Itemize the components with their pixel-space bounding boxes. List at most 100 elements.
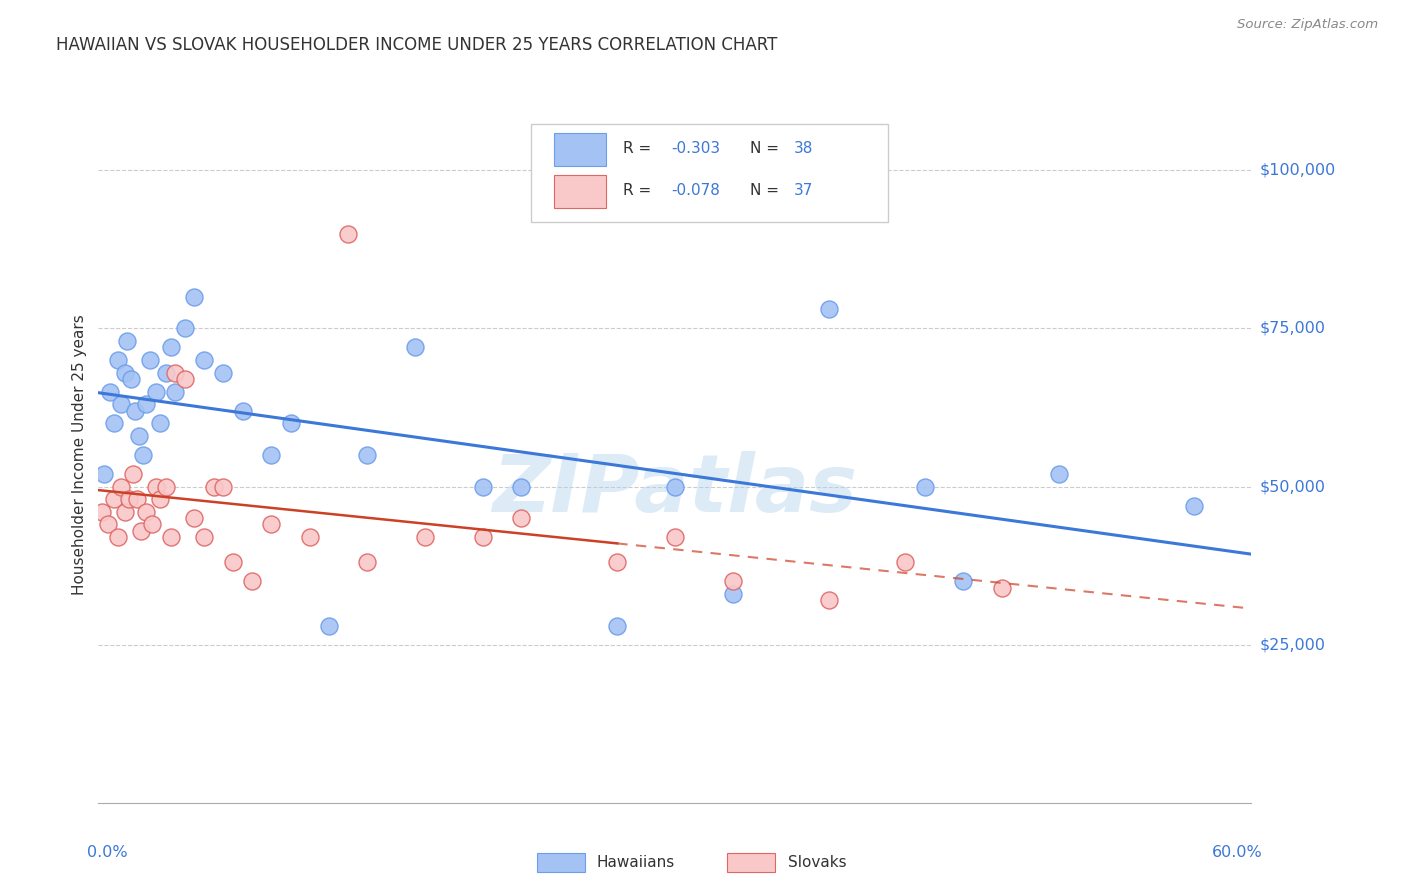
Point xyxy=(125,492,148,507)
Point xyxy=(124,403,146,417)
Point xyxy=(664,530,686,544)
Point xyxy=(337,227,360,241)
Point xyxy=(356,448,378,462)
Point xyxy=(110,479,132,493)
Text: R =: R = xyxy=(623,141,657,156)
Point xyxy=(202,479,225,493)
Point xyxy=(471,530,494,544)
Text: R =: R = xyxy=(623,183,657,198)
Point xyxy=(510,511,533,525)
Text: -0.078: -0.078 xyxy=(672,183,720,198)
Point xyxy=(721,574,744,589)
Point xyxy=(98,384,121,399)
Point xyxy=(298,530,321,544)
Point xyxy=(128,429,150,443)
Text: 0.0%: 0.0% xyxy=(87,845,128,860)
Point xyxy=(356,556,378,570)
Point xyxy=(131,448,153,462)
Point xyxy=(260,517,283,532)
Point xyxy=(91,505,114,519)
Text: -0.303: -0.303 xyxy=(672,141,720,156)
Point xyxy=(135,505,157,519)
Text: Slovaks: Slovaks xyxy=(787,855,846,870)
Point xyxy=(110,397,132,411)
Point xyxy=(93,467,115,481)
Point xyxy=(952,574,974,589)
Point xyxy=(606,618,628,632)
Point xyxy=(280,417,302,431)
FancyBboxPatch shape xyxy=(554,133,606,166)
Point xyxy=(193,353,215,368)
Point xyxy=(103,492,125,507)
Point xyxy=(222,556,245,570)
Point xyxy=(149,417,172,431)
Point xyxy=(183,511,205,525)
Point xyxy=(894,556,917,570)
Point xyxy=(1047,467,1070,481)
Text: $25,000: $25,000 xyxy=(1260,637,1326,652)
Text: N =: N = xyxy=(749,183,783,198)
Text: Source: ZipAtlas.com: Source: ZipAtlas.com xyxy=(1237,18,1378,31)
Point xyxy=(165,366,187,380)
Point xyxy=(318,618,340,632)
Point xyxy=(139,353,162,368)
Point xyxy=(240,574,263,589)
FancyBboxPatch shape xyxy=(554,175,606,208)
Point xyxy=(149,492,172,507)
Text: 38: 38 xyxy=(793,141,813,156)
Text: $75,000: $75,000 xyxy=(1260,321,1326,336)
Text: Hawaiians: Hawaiians xyxy=(596,855,675,870)
Text: N =: N = xyxy=(749,141,783,156)
Point xyxy=(471,479,494,493)
Point xyxy=(145,479,167,493)
Point xyxy=(141,517,163,532)
Point xyxy=(118,492,141,507)
Point xyxy=(817,302,839,317)
Point xyxy=(664,479,686,493)
Point xyxy=(510,479,533,493)
Point xyxy=(114,366,136,380)
Point xyxy=(122,467,145,481)
Text: ZIPatlas: ZIPatlas xyxy=(492,450,858,529)
FancyBboxPatch shape xyxy=(530,124,889,222)
Point xyxy=(155,479,177,493)
Point xyxy=(914,479,936,493)
Point xyxy=(405,340,427,354)
Point xyxy=(174,321,197,335)
Point xyxy=(413,530,436,544)
Text: HAWAIIAN VS SLOVAK HOUSEHOLDER INCOME UNDER 25 YEARS CORRELATION CHART: HAWAIIAN VS SLOVAK HOUSEHOLDER INCOME UN… xyxy=(56,36,778,54)
FancyBboxPatch shape xyxy=(727,853,775,872)
Text: $100,000: $100,000 xyxy=(1260,163,1336,178)
Point xyxy=(129,524,152,538)
Point xyxy=(606,556,628,570)
Y-axis label: Householder Income Under 25 years: Householder Income Under 25 years xyxy=(72,315,87,595)
Point xyxy=(160,530,183,544)
Text: 60.0%: 60.0% xyxy=(1212,845,1263,860)
Point xyxy=(193,530,215,544)
Point xyxy=(212,479,235,493)
Point xyxy=(114,505,136,519)
FancyBboxPatch shape xyxy=(537,853,585,872)
Point xyxy=(107,530,129,544)
Point xyxy=(160,340,183,354)
Text: 37: 37 xyxy=(793,183,813,198)
Point xyxy=(97,517,120,532)
Point xyxy=(135,397,157,411)
Point xyxy=(990,581,1012,595)
Point xyxy=(107,353,129,368)
Point xyxy=(183,290,205,304)
Point xyxy=(165,384,187,399)
Point xyxy=(145,384,167,399)
Text: $50,000: $50,000 xyxy=(1260,479,1326,494)
Point xyxy=(174,372,197,386)
Point xyxy=(117,334,138,348)
Point xyxy=(212,366,235,380)
Point xyxy=(155,366,177,380)
Point xyxy=(817,593,839,607)
Point xyxy=(1182,499,1205,513)
Point xyxy=(103,417,125,431)
Point xyxy=(721,587,744,601)
Point xyxy=(231,403,254,417)
Point xyxy=(260,448,283,462)
Point xyxy=(120,372,142,386)
